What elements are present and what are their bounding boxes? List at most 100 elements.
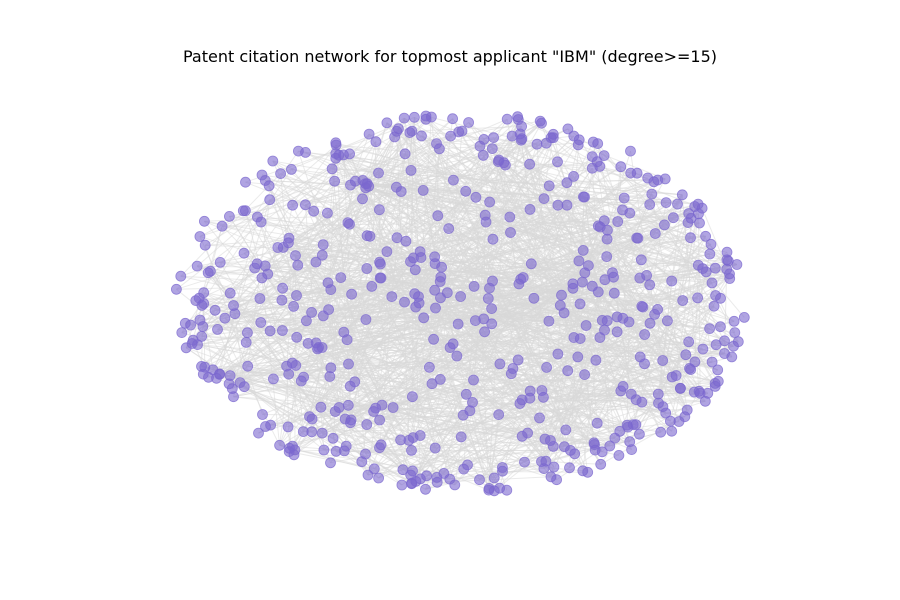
edge	[386, 198, 545, 253]
node	[198, 215, 210, 227]
node	[705, 238, 717, 250]
edge	[224, 317, 403, 486]
node	[596, 446, 608, 458]
node	[613, 449, 625, 461]
edge	[201, 335, 725, 354]
node	[339, 413, 351, 425]
node	[712, 364, 724, 376]
node	[524, 203, 536, 215]
node	[591, 417, 603, 429]
edge	[606, 238, 699, 266]
node	[274, 439, 286, 451]
node	[704, 248, 716, 260]
node	[360, 448, 371, 460]
node	[276, 294, 288, 306]
node	[579, 267, 591, 279]
node	[310, 337, 322, 349]
node	[212, 323, 223, 335]
edge	[349, 153, 480, 480]
node	[478, 313, 490, 325]
node	[310, 256, 322, 268]
node	[479, 326, 491, 338]
node	[731, 259, 743, 270]
node	[435, 271, 447, 283]
node	[255, 216, 267, 228]
node	[316, 249, 328, 261]
node	[468, 280, 480, 292]
node	[381, 246, 393, 258]
node	[729, 327, 741, 339]
node	[460, 388, 472, 400]
node	[689, 356, 701, 368]
node	[275, 168, 287, 180]
node	[738, 311, 750, 323]
edge	[288, 237, 352, 295]
node	[477, 149, 489, 161]
node	[702, 387, 714, 399]
node	[420, 110, 432, 122]
node	[361, 263, 373, 274]
node	[264, 194, 276, 206]
node	[574, 298, 586, 310]
edge	[216, 340, 725, 379]
node	[706, 356, 718, 368]
node	[601, 251, 613, 263]
edge	[347, 222, 540, 419]
edge	[196, 144, 337, 267]
node	[487, 233, 499, 245]
node	[455, 431, 467, 443]
edge	[306, 268, 727, 322]
node	[614, 425, 626, 437]
node	[264, 325, 276, 337]
edge	[229, 383, 554, 447]
node	[315, 401, 327, 413]
node	[710, 339, 722, 351]
node	[697, 343, 709, 355]
node	[265, 419, 277, 431]
node	[547, 128, 559, 140]
node	[672, 198, 683, 210]
node	[327, 432, 339, 444]
node	[543, 180, 555, 192]
edge	[228, 383, 413, 472]
node	[646, 188, 658, 200]
node	[728, 315, 740, 327]
node	[676, 189, 688, 201]
node	[229, 308, 241, 320]
node	[391, 232, 403, 244]
node	[641, 269, 652, 281]
edge	[420, 354, 687, 480]
node	[405, 469, 417, 481]
node	[568, 130, 580, 142]
node	[659, 219, 670, 231]
node	[414, 473, 426, 485]
node	[447, 174, 459, 186]
edge	[411, 131, 414, 438]
node	[406, 391, 418, 403]
edge	[311, 431, 403, 486]
node	[712, 375, 724, 387]
node	[304, 411, 315, 423]
node	[292, 259, 304, 271]
edge	[344, 185, 550, 420]
node	[623, 316, 635, 328]
node	[660, 407, 672, 419]
node	[277, 282, 289, 294]
node	[198, 298, 210, 309]
node	[386, 291, 398, 303]
node	[635, 254, 647, 266]
node	[321, 207, 333, 219]
node	[414, 246, 426, 258]
node	[237, 205, 249, 217]
edge	[431, 320, 608, 385]
edge	[219, 262, 313, 420]
node	[199, 239, 211, 251]
node	[214, 368, 226, 380]
edge	[412, 322, 651, 439]
edge	[332, 274, 647, 439]
node	[534, 115, 546, 127]
edge	[307, 196, 477, 344]
node	[617, 204, 628, 216]
node	[330, 137, 342, 149]
node	[621, 419, 633, 431]
